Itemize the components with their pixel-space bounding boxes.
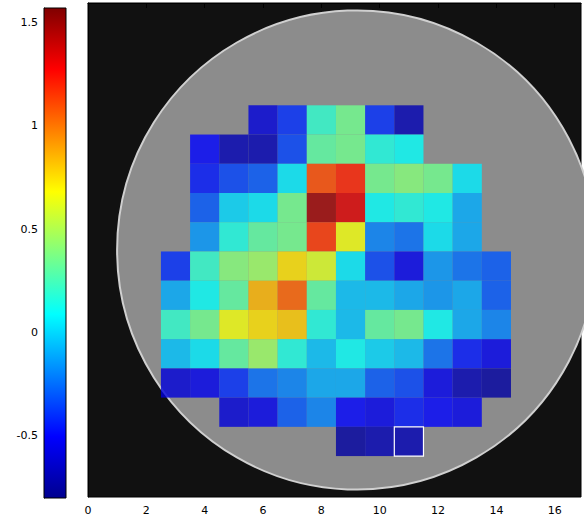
- svg-text:14: 14: [489, 504, 503, 517]
- svg-text:16: 16: [548, 504, 562, 517]
- svg-text:10: 10: [373, 504, 387, 517]
- svg-text:1: 1: [31, 119, 38, 132]
- svg-text:0.5: 0.5: [21, 223, 39, 236]
- svg-text:8: 8: [318, 504, 325, 517]
- svg-text:12: 12: [431, 504, 445, 517]
- svg-text:-0.5: -0.5: [17, 429, 38, 442]
- svg-text:0: 0: [31, 326, 38, 339]
- svg-text:6: 6: [260, 504, 267, 517]
- svg-text:4: 4: [201, 504, 208, 517]
- svg-text:0: 0: [85, 504, 92, 517]
- svg-text:2: 2: [143, 504, 150, 517]
- svg-text:1.5: 1.5: [21, 16, 39, 29]
